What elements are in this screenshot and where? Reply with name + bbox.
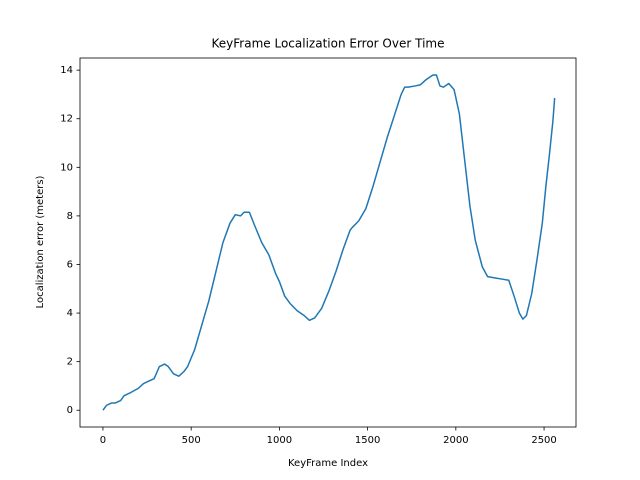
- y-tick-label: 6: [67, 259, 73, 270]
- x-tick-label: 500: [182, 435, 201, 446]
- y-tick-label: 4: [67, 308, 73, 319]
- y-tick-label: 2: [67, 357, 73, 368]
- plot-frame: [79, 57, 577, 428]
- x-tick-label: 2000: [443, 435, 468, 446]
- y-tick-label: 0: [67, 405, 73, 416]
- y-tick-label: 14: [60, 65, 73, 76]
- x-tick-label: 0: [100, 435, 106, 446]
- y-axis-label: Localization error (meters): [35, 175, 46, 308]
- y-tick-label: 10: [60, 162, 73, 173]
- x-tick-label: 1500: [355, 435, 380, 446]
- y-tick-label: 12: [60, 114, 73, 125]
- x-tick-label: 2500: [531, 435, 556, 446]
- data-line: [102, 74, 556, 411]
- chart-title: KeyFrame Localization Error Over Time: [212, 37, 445, 51]
- x-tick-label: 1000: [267, 435, 292, 446]
- x-axis-label: KeyFrame Index: [288, 458, 368, 469]
- y-tick-label: 8: [67, 211, 73, 222]
